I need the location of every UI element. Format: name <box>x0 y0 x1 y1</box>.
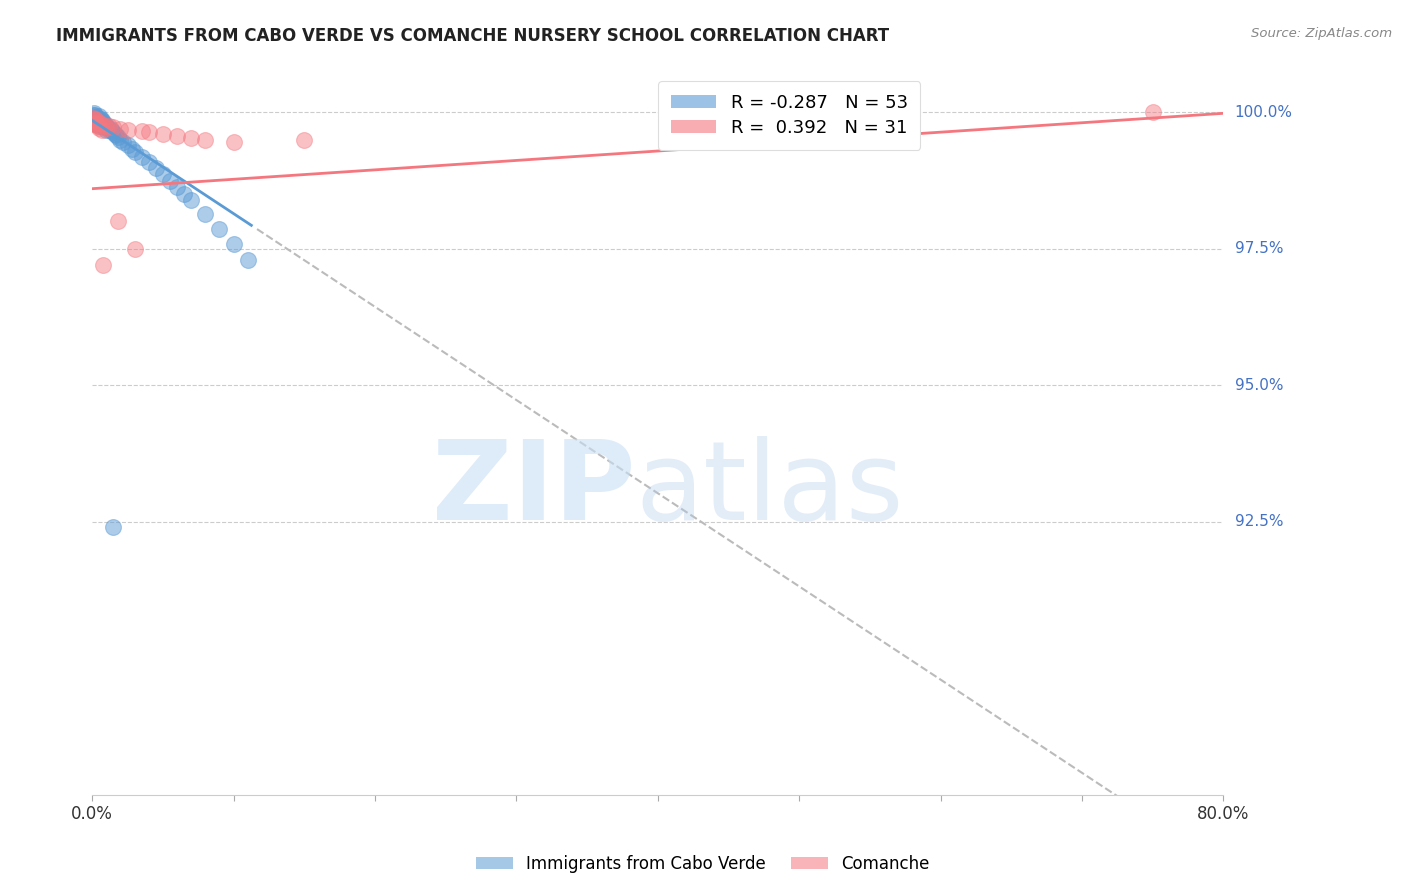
Point <box>91 113 114 128</box>
Point <box>103 120 125 134</box>
Point <box>96 122 118 136</box>
Point <box>222 237 245 252</box>
Point <box>117 138 139 153</box>
Point <box>87 111 110 125</box>
Point <box>236 252 259 267</box>
Point <box>98 123 121 137</box>
Point <box>152 127 174 141</box>
Point <box>83 106 105 120</box>
Point <box>91 122 114 136</box>
Point <box>89 112 111 127</box>
Point <box>166 180 188 194</box>
Point <box>101 124 124 138</box>
Point <box>84 116 107 130</box>
Point <box>93 258 115 272</box>
Point <box>103 520 125 534</box>
Point <box>83 111 105 125</box>
Point <box>152 168 174 182</box>
Point <box>84 115 107 129</box>
Point <box>86 112 108 126</box>
Point <box>87 114 110 128</box>
Point <box>166 128 188 143</box>
Point <box>194 132 217 146</box>
Point <box>83 117 105 131</box>
Point <box>208 222 231 236</box>
Point <box>89 119 111 133</box>
Point <box>86 117 108 131</box>
Point <box>84 112 107 126</box>
Point <box>93 119 115 133</box>
Point <box>180 193 202 207</box>
Point <box>222 135 245 149</box>
Text: IMMIGRANTS FROM CABO VERDE VS COMANCHE NURSERY SCHOOL CORRELATION CHART: IMMIGRANTS FROM CABO VERDE VS COMANCHE N… <box>56 27 890 45</box>
Point <box>103 125 125 139</box>
Text: ZIP: ZIP <box>432 436 636 543</box>
Point <box>87 114 110 128</box>
Point <box>91 120 114 134</box>
Point <box>110 132 132 146</box>
Point <box>91 116 114 130</box>
Point <box>117 122 139 136</box>
Point <box>84 112 107 126</box>
Point <box>90 117 112 131</box>
Point <box>84 110 107 124</box>
Point <box>90 112 112 126</box>
Point <box>82 108 104 122</box>
Point <box>194 207 217 221</box>
Point <box>97 120 120 135</box>
Point <box>90 117 112 131</box>
Text: Source: ZipAtlas.com: Source: ZipAtlas.com <box>1251 27 1392 40</box>
Legend: R = -0.287   N = 53, R =  0.392   N = 31: R = -0.287 N = 53, R = 0.392 N = 31 <box>658 81 921 150</box>
Text: 97.5%: 97.5% <box>1234 242 1284 256</box>
Point <box>124 145 146 159</box>
Text: 100.0%: 100.0% <box>1234 104 1292 120</box>
Text: 92.5%: 92.5% <box>1234 515 1284 530</box>
Text: 95.0%: 95.0% <box>1234 378 1284 392</box>
Point <box>159 173 181 187</box>
Point <box>86 110 108 124</box>
Point <box>110 121 132 136</box>
Point <box>89 109 111 123</box>
Point <box>86 117 108 131</box>
Point <box>96 119 118 133</box>
Point <box>124 242 146 256</box>
Point <box>100 121 122 136</box>
Point <box>107 214 129 228</box>
Point <box>84 108 107 122</box>
Point <box>1142 105 1164 120</box>
Point <box>87 119 110 133</box>
Legend: Immigrants from Cabo Verde, Comanche: Immigrants from Cabo Verde, Comanche <box>470 848 936 880</box>
Point <box>89 120 111 135</box>
Text: atlas: atlas <box>636 436 904 543</box>
Point <box>83 113 105 128</box>
Point <box>82 111 104 125</box>
Point <box>83 116 105 130</box>
Point <box>107 129 129 144</box>
Point <box>131 150 153 164</box>
Point <box>173 186 195 201</box>
Point <box>131 124 153 138</box>
Point <box>105 128 128 143</box>
Point <box>93 115 115 129</box>
Point <box>292 132 315 146</box>
Point <box>94 119 117 133</box>
Point <box>138 125 160 139</box>
Point <box>86 113 108 128</box>
Point <box>83 113 105 128</box>
Point <box>112 135 135 149</box>
Point <box>121 142 143 156</box>
Point <box>180 131 202 145</box>
Point <box>89 116 111 130</box>
Point <box>104 127 127 141</box>
Point <box>94 117 117 131</box>
Point <box>86 113 108 128</box>
Point <box>96 120 118 135</box>
Point <box>145 161 167 176</box>
Point <box>98 119 121 133</box>
Point <box>138 155 160 169</box>
